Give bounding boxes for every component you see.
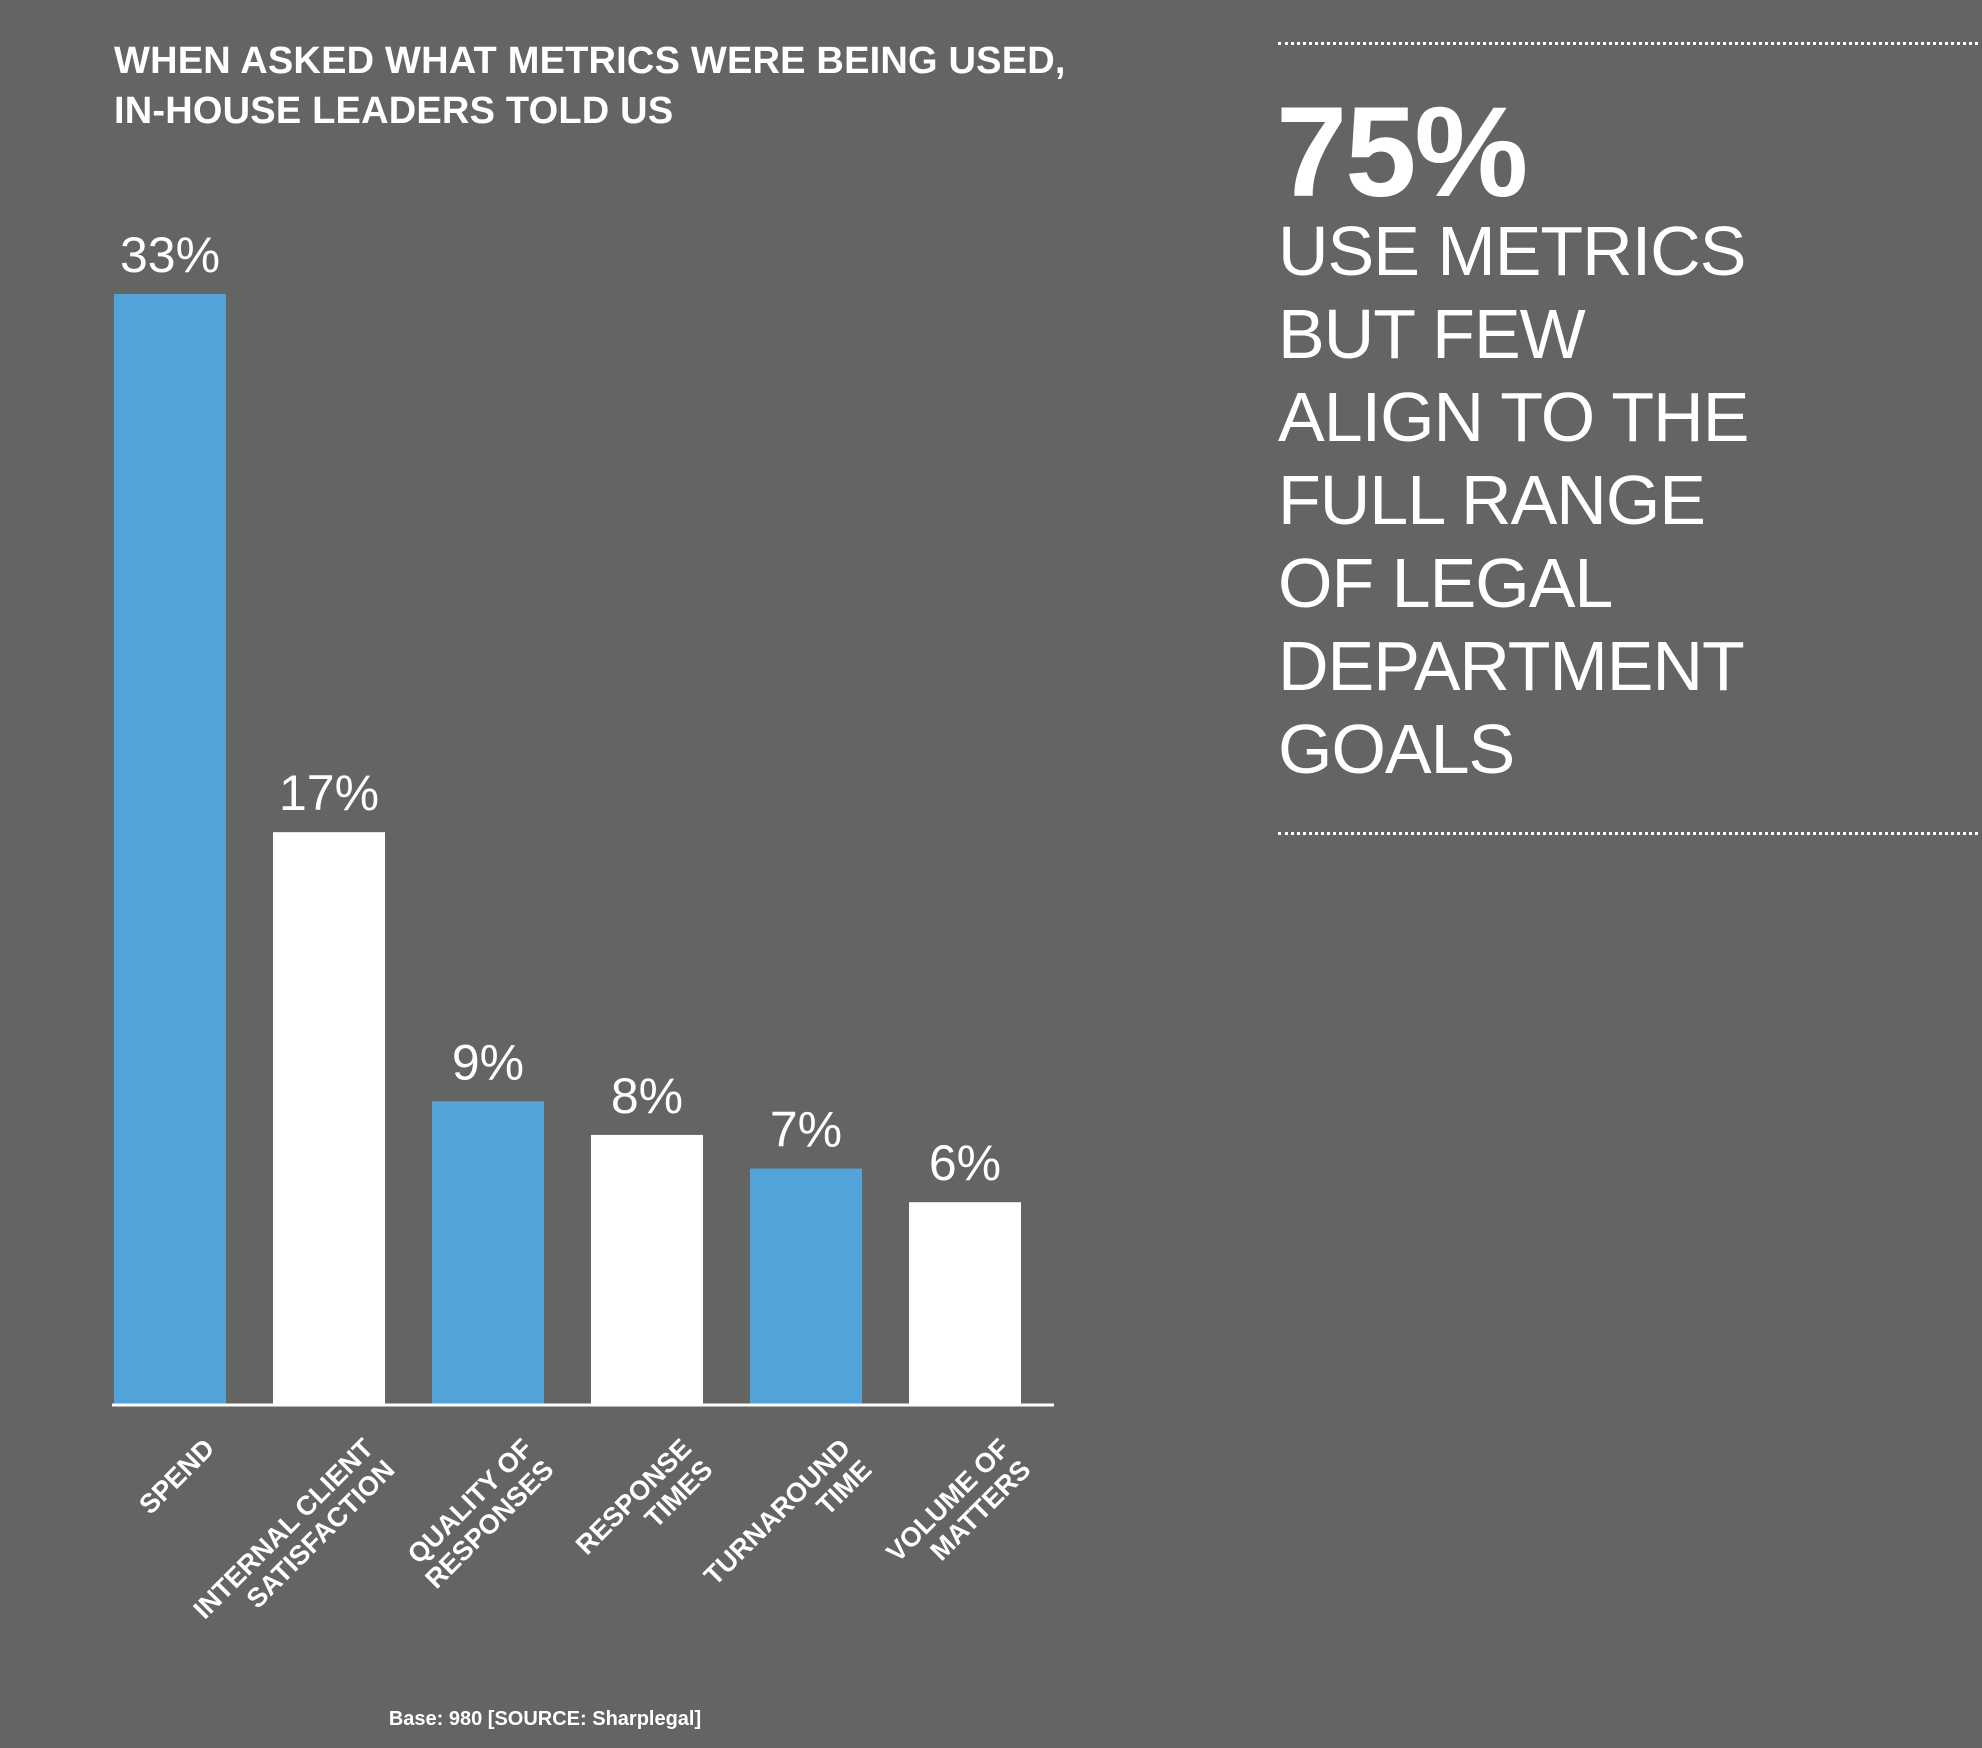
callout-line: USE METRICS bbox=[1278, 212, 1746, 290]
category-label: SPEND bbox=[133, 1433, 220, 1520]
category-label: VOLUME OFMATTERS bbox=[881, 1433, 1037, 1589]
chart-title: WHEN ASKED WHAT METRICS WERE BEING USED,… bbox=[114, 40, 1066, 132]
bar bbox=[432, 1101, 544, 1404]
top-dotted-divider bbox=[1278, 42, 1978, 45]
bar bbox=[909, 1202, 1021, 1404]
callout-line: BUT FEW bbox=[1278, 295, 1586, 373]
callout-line: ALIGN TO THE bbox=[1278, 378, 1749, 456]
bar-value-label: 17% bbox=[279, 765, 379, 821]
bar-value-label: 33% bbox=[120, 227, 220, 283]
bar-chart: 33% SPEND 17% INTERNAL CLIENTSATISFACTION 9%… bbox=[112, 227, 1054, 1646]
bar bbox=[750, 1168, 862, 1404]
callout-line: GOALS bbox=[1278, 710, 1515, 788]
callout-line: DEPARTMENT bbox=[1278, 627, 1745, 705]
bar-value-label: 8% bbox=[611, 1068, 683, 1124]
category-label: QUALITY OFRESPONSES bbox=[398, 1433, 559, 1594]
callout-line: OF LEGAL bbox=[1278, 544, 1613, 622]
bar bbox=[114, 294, 226, 1404]
callout-line: FULL RANGE bbox=[1278, 461, 1706, 539]
category-label: TURNAROUNDTIME bbox=[698, 1433, 877, 1612]
bar-value-label: 7% bbox=[770, 1102, 842, 1158]
category-label-line: INTERNAL CLIENT bbox=[188, 1433, 380, 1625]
bar-value-label: 6% bbox=[929, 1135, 1001, 1191]
bar-value-label: 9% bbox=[452, 1034, 524, 1090]
category-label: RESPONSETIMES bbox=[570, 1433, 719, 1582]
bar bbox=[273, 832, 385, 1404]
bar bbox=[591, 1134, 703, 1404]
category-label: INTERNAL CLIENTSATISFACTION bbox=[188, 1433, 401, 1646]
bottom-dotted-divider bbox=[1278, 832, 1978, 835]
source-note: Base: 980 [SOURCE: Sharplegal] bbox=[388, 1708, 702, 1730]
callout-stat: 75% bbox=[1276, 81, 1528, 224]
callout-text: USE METRICS BUT FEW ALIGN TO THE FULL RA… bbox=[1278, 210, 1898, 791]
category-label-line: SPEND bbox=[133, 1433, 220, 1520]
